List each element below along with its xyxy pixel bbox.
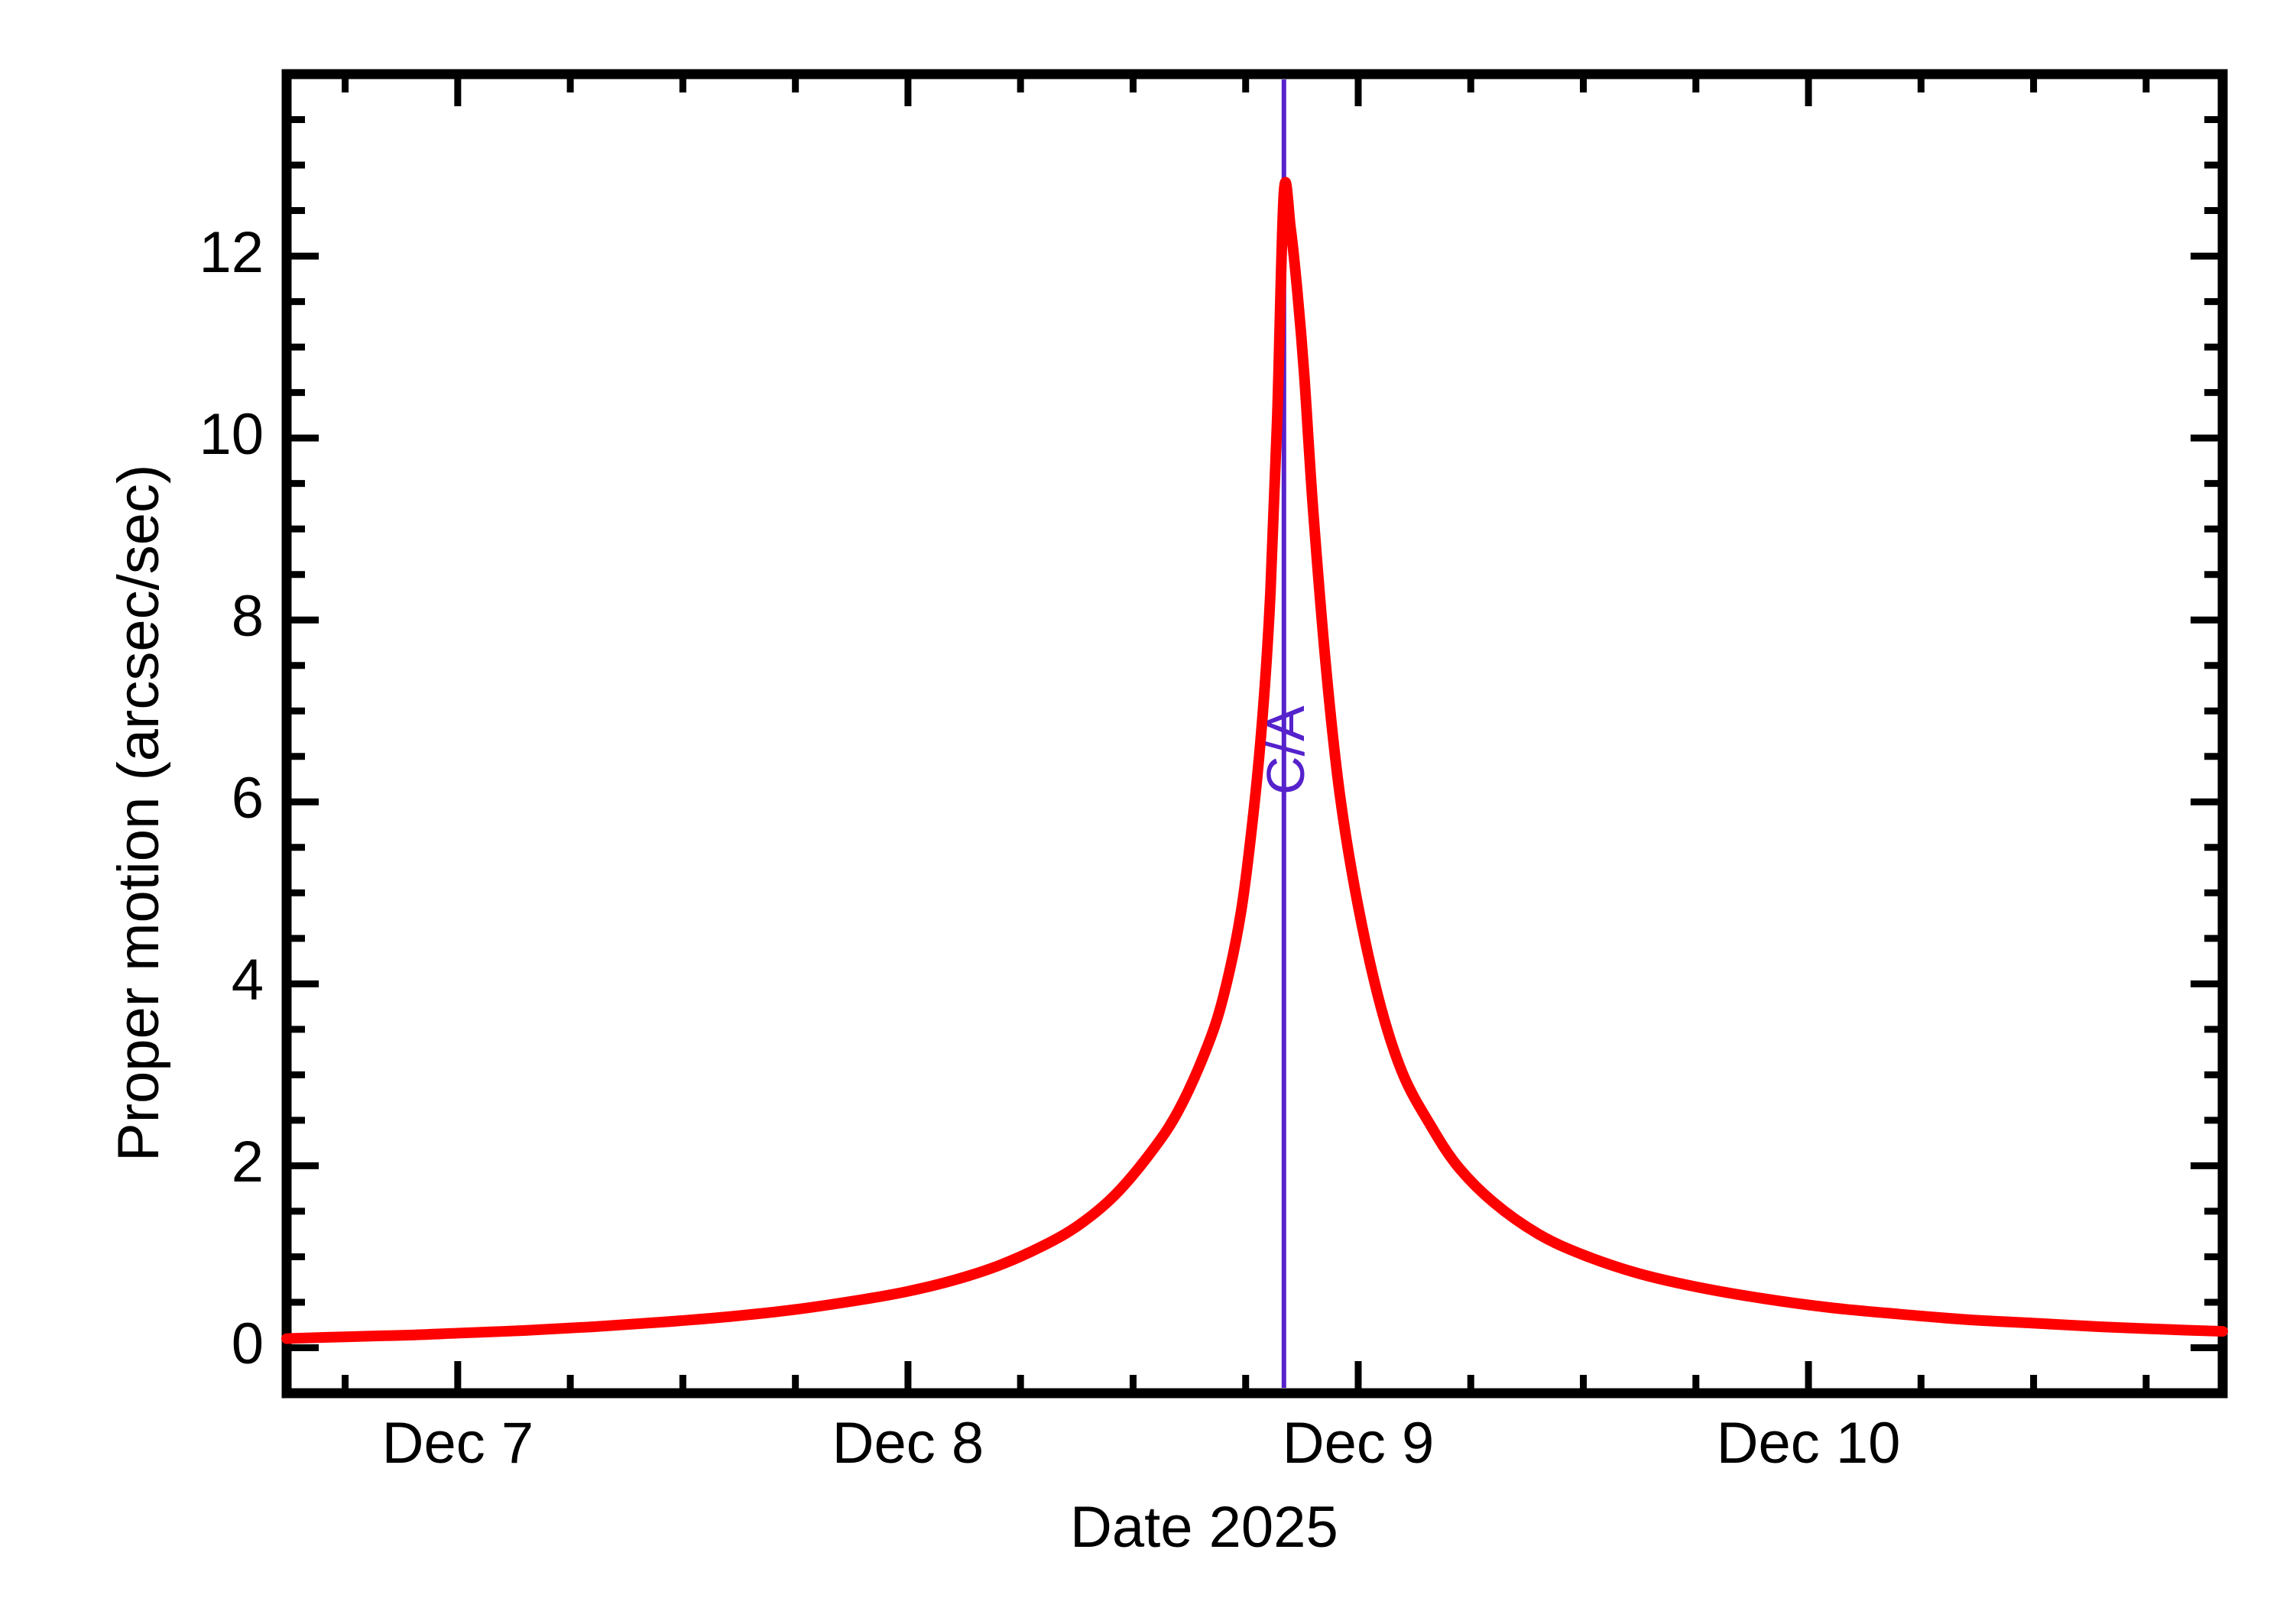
plot-frame: [281, 69, 2228, 1399]
x-tick-label: Dec 7: [381, 1411, 534, 1476]
y-tick-label: 6: [231, 766, 264, 831]
y-tick-label: 8: [231, 584, 264, 650]
data-series: [281, 177, 2228, 1344]
close-approach-label: C/A: [1255, 705, 1315, 795]
axis-ticks: [287, 74, 2223, 1393]
y-tick-label: 2: [231, 1130, 264, 1195]
x-axis-title: Date 2025: [1070, 1495, 1338, 1560]
y-tick-label: 4: [231, 948, 264, 1013]
x-tick-label: Dec 8: [832, 1411, 984, 1476]
x-tick-label: Dec 9: [1282, 1411, 1435, 1476]
y-tick-label: 0: [231, 1311, 264, 1377]
y-tick-label: 10: [199, 402, 264, 468]
x-tick-label: Dec 10: [1716, 1411, 1901, 1476]
series-line-0: [281, 177, 2228, 1344]
y-tick-label: 12: [199, 220, 264, 286]
